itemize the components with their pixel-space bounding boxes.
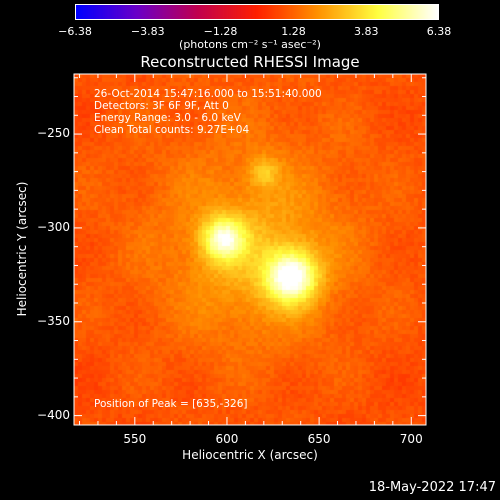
y-tick-label: −400 — [37, 407, 70, 422]
x-tick-label: 600 — [215, 432, 239, 446]
y-tick-label: −250 — [37, 126, 70, 141]
colorbar-unit-label: (photons cm⁻² s⁻¹ asec⁻²) — [179, 38, 321, 51]
y-tick-label: −300 — [37, 219, 70, 234]
colorbar-tick-label: −1.28 — [203, 25, 238, 38]
annotation-detectors: Detectors: 3F 6F 9F, Att 0 — [94, 100, 229, 112]
x-tick-label: 550 — [123, 432, 147, 446]
timestamp: 18-May-2022 17:47 — [368, 480, 496, 495]
colorbar-tick-label: −6.38 — [58, 25, 92, 38]
annotation-time-range: 26-Oct-2014 15:47:16.000 to 15:51:40.000 — [94, 88, 322, 100]
x-tick-label: 700 — [399, 432, 423, 446]
x-axis-label: Heliocentric X (arcsec) — [182, 448, 318, 462]
annotation-energy-range: Energy Range: 3.0 - 6.0 keV — [94, 112, 241, 124]
annotation-peak-position: Position of Peak = [635,-326] — [94, 398, 248, 410]
y-axis-label: Heliocentric Y (arcsec) — [15, 181, 29, 317]
colorbar-tick-label: 3.83 — [354, 25, 379, 38]
colorbar-tick-label: −3.83 — [130, 25, 165, 38]
colorbar-tick-label: 6.38 — [426, 25, 452, 38]
colorbar — [75, 4, 439, 20]
x-tick-label: 650 — [307, 432, 331, 446]
annotation-total-counts: Clean Total counts: 9.27E+04 — [94, 124, 250, 136]
colorbar-tick-label: 1.28 — [281, 25, 306, 38]
chart-title: Reconstructed RHESSI Image — [140, 53, 360, 71]
y-tick-label: −350 — [37, 313, 70, 328]
